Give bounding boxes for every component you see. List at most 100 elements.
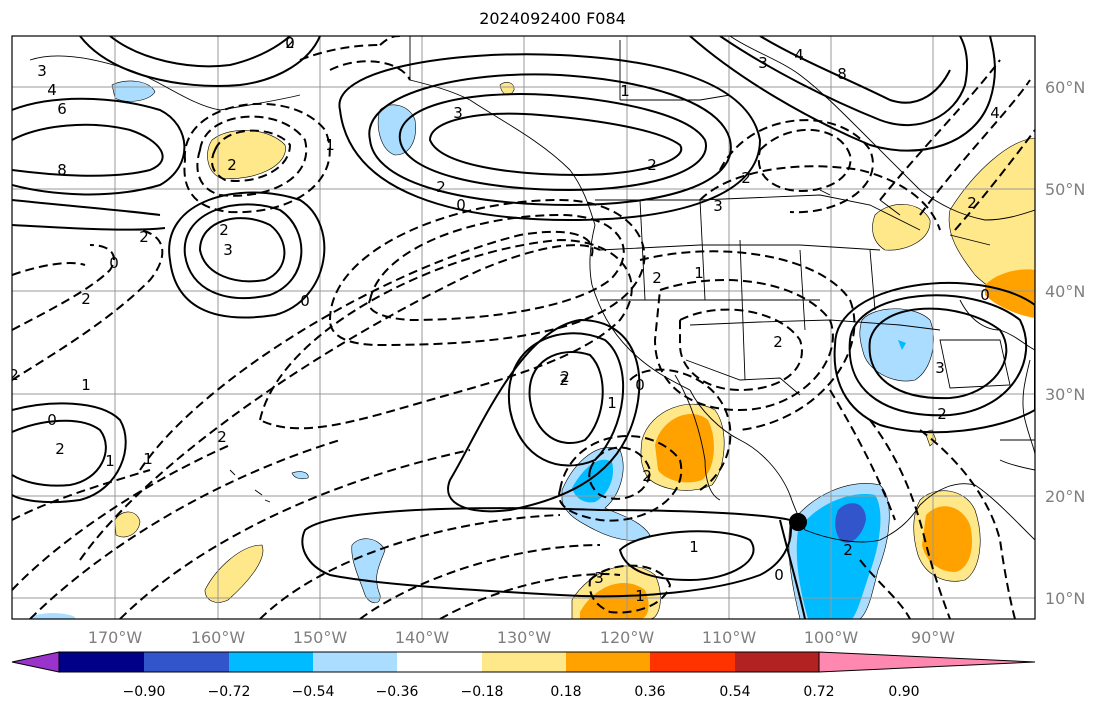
colorbar-outline [58, 651, 820, 673]
contour-label: 3 [758, 54, 768, 72]
lat-label: 30°N [1045, 385, 1085, 404]
negative-region [898, 340, 906, 350]
contour-label: 2 [285, 34, 295, 52]
contour-label: 3 [223, 241, 233, 259]
colorbar-tick-label: −0.36 [376, 684, 419, 700]
negative-region [351, 538, 386, 604]
contour-label: 1 [325, 136, 335, 154]
contour-label: 0 [47, 411, 57, 429]
positive-region [655, 414, 714, 483]
colorbar-segment [735, 652, 819, 672]
contour-label: 2 [559, 371, 569, 389]
contour-label: 2 [937, 405, 947, 423]
colorbar-segment [650, 652, 735, 672]
contour-label: 2 [219, 221, 229, 239]
contour-label: 1 [635, 587, 645, 605]
positive-region [580, 583, 649, 619]
contour-label: 2 [741, 169, 751, 187]
negative-region [291, 471, 309, 480]
positive-region [207, 130, 286, 179]
colorbar-tick-label: 0.72 [803, 684, 834, 700]
positive-region [872, 204, 931, 251]
lon-label: 130°W [497, 628, 552, 647]
contour-label: 3 [594, 569, 604, 587]
contour-label: 8 [837, 65, 847, 83]
contour-label: 1 [689, 538, 699, 556]
colorbar-tick-label: 0.54 [719, 684, 750, 700]
colorbar-segment [313, 652, 397, 672]
colorbar-segment [229, 652, 313, 672]
contour-label: 6 [57, 100, 67, 118]
contour-label: 2 [652, 269, 662, 287]
contour-label: 0 [456, 196, 466, 214]
positive-region [204, 544, 264, 603]
contour-label: 2 [843, 541, 853, 559]
lat-label: 20°N [1045, 487, 1085, 506]
map-frame [11, 35, 1036, 620]
colorbar-tick-label: −0.72 [208, 684, 251, 700]
positive-region [114, 511, 141, 538]
contour-label: 4 [47, 81, 57, 99]
contour-label: 2 [9, 366, 19, 384]
contour-label: 0 [774, 566, 784, 584]
contour-label: 1 [694, 264, 704, 282]
colorbar-high-extension [818, 651, 1036, 673]
lon-label: 170°W [88, 628, 143, 647]
colorbar-low-extension [11, 651, 60, 673]
colorbar-segment [59, 652, 144, 672]
contour-label: 0 [980, 286, 990, 304]
lon-label: 150°W [293, 628, 348, 647]
negative-region [32, 613, 75, 619]
lat-label: 50°N [1045, 180, 1085, 199]
lat-label: 40°N [1045, 282, 1085, 301]
lon-label: 120°W [600, 628, 655, 647]
contour-label: 2 [642, 467, 652, 485]
colorbar-tick-label: 0.36 [634, 684, 665, 700]
contour-label: 2 [560, 368, 570, 386]
lon-label: 160°W [191, 628, 246, 647]
lat-label: 60°N [1045, 78, 1085, 97]
contour-label: 3 [453, 104, 463, 122]
negative-region [111, 80, 156, 102]
contour-label: 2 [436, 178, 446, 196]
contour-label: 3 [713, 197, 723, 215]
contour-label: 1 [81, 376, 91, 394]
contour-label: 2 [81, 290, 91, 308]
contour-label: 2 [227, 156, 237, 174]
contour-label: 0 [300, 292, 310, 310]
contour-label: 1 [143, 450, 153, 468]
lon-label: 100°W [804, 628, 859, 647]
lat-label: 10°N [1045, 589, 1085, 608]
colorbar-tick-label: 0.18 [550, 684, 581, 700]
contour-label: 2 [139, 228, 149, 246]
latitude-labels: 60°N 50°N 40°N 30°N 20°N 10°N [1045, 78, 1085, 608]
contour-label: 2 [647, 156, 657, 174]
contour-label: 0 [635, 376, 645, 394]
contour-label: 1 [620, 82, 630, 100]
colorbar-tick-label: 0.90 [888, 684, 919, 700]
contour-label: 1 [607, 394, 617, 412]
contour-label: 4 [990, 104, 1000, 122]
contour-label: 0 [109, 254, 119, 272]
colorbar-tick-label: −0.90 [123, 684, 166, 700]
contour-label: 3 [935, 359, 945, 377]
negative-region [377, 104, 416, 156]
dashed-contours [12, 36, 1035, 619]
contour-label: 8 [57, 161, 67, 179]
contour-label: 3 [37, 62, 47, 80]
colorbar-segment [144, 652, 229, 672]
colorbar-tick-label: −0.18 [461, 684, 504, 700]
positive-region [499, 81, 515, 96]
chart-title: 2024092400 F084 [479, 9, 626, 28]
location-marker [789, 513, 807, 531]
lon-label: 110°W [702, 628, 757, 647]
lon-label: 90°W [911, 628, 955, 647]
contour-label: 2 [967, 194, 977, 212]
colorbar: −0.90 −0.72 −0.54 −0.36 −0.18 0.18 0.36 … [11, 651, 1036, 700]
solid-contours [12, 36, 1035, 619]
colorbar-segment [566, 652, 650, 672]
contour-label: 4 [794, 46, 804, 64]
contour-label: 2 [773, 333, 783, 351]
